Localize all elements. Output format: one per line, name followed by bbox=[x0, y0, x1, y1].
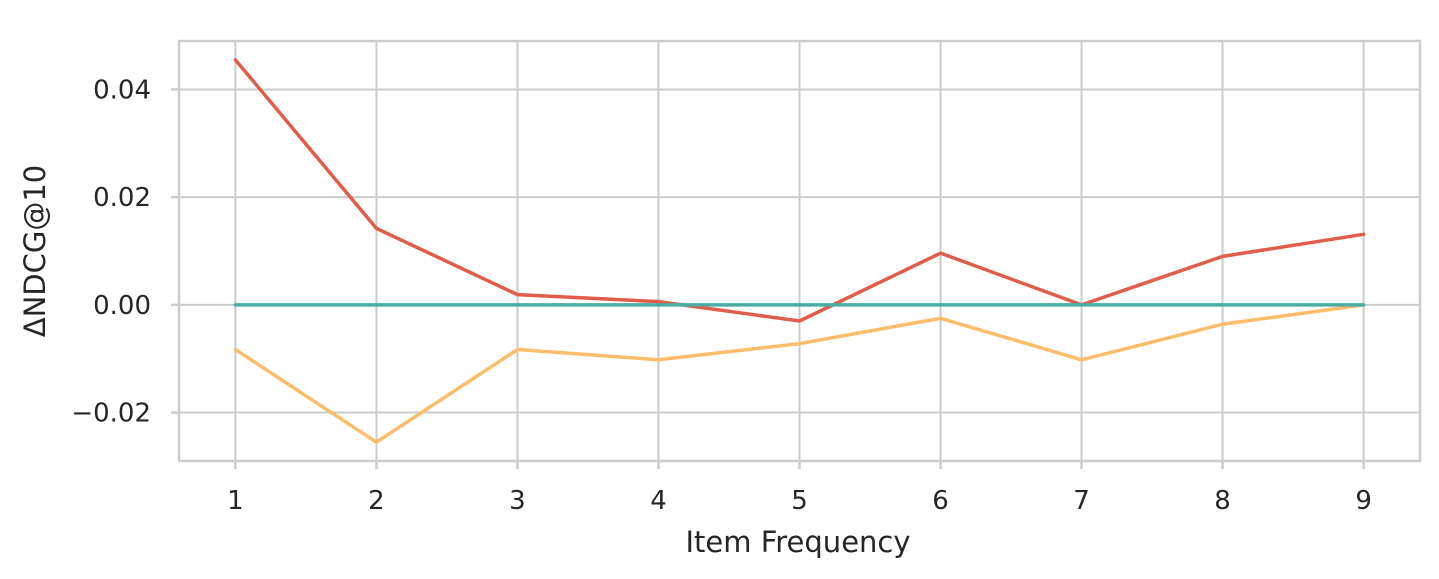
y-axis-label: ΔNDCG@10 bbox=[18, 165, 52, 338]
axis-ticks bbox=[171, 88, 1365, 469]
y-tick-label: −0.02 bbox=[71, 399, 151, 429]
y-tick-label: 0.00 bbox=[93, 291, 151, 321]
y-tick-label: 0.02 bbox=[93, 183, 151, 213]
y-tick-label: 0.04 bbox=[93, 75, 151, 105]
series-lines bbox=[233, 58, 1366, 444]
series-line-2 bbox=[233, 303, 1366, 444]
x-tick-label: 6 bbox=[932, 486, 949, 516]
series-line-1 bbox=[233, 58, 1366, 323]
x-axis-label: Item Frequency bbox=[685, 525, 910, 559]
x-tick-label: 2 bbox=[368, 486, 385, 516]
x-tick-label: 9 bbox=[1355, 486, 1372, 516]
plot-frame bbox=[177, 39, 1422, 463]
x-tick-label: 8 bbox=[1214, 486, 1231, 516]
x-tick-label: 5 bbox=[791, 486, 808, 516]
x-tick-label: 7 bbox=[1073, 486, 1090, 516]
x-tick-label: 3 bbox=[509, 486, 526, 516]
grid-lines bbox=[179, 41, 1420, 461]
x-tick-label: 4 bbox=[650, 486, 667, 516]
x-tick-label: 1 bbox=[227, 486, 244, 516]
tick-labels: 1 2 3 4 5 6 7 8 9 −0.02 0.00 0.02 0.04 bbox=[71, 75, 1372, 516]
